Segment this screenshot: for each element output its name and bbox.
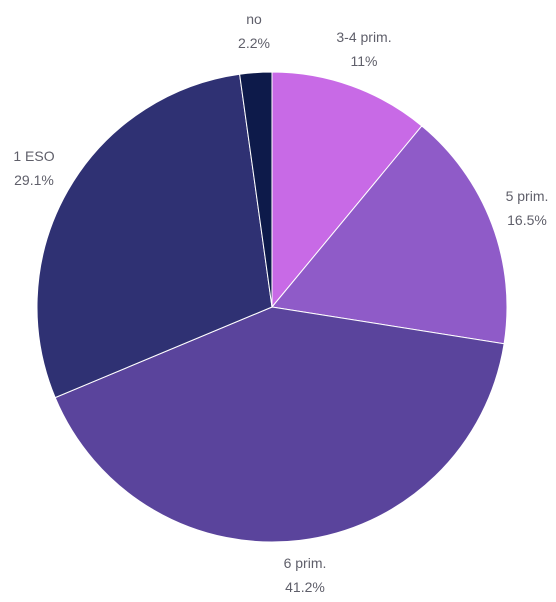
slice-value-label: 29.1% (14, 172, 54, 188)
pie-slice-no (239, 71, 273, 308)
slices-layer (36, 71, 508, 543)
slice-value-label: 16.5% (507, 212, 547, 228)
slice-label: 6 prim. (284, 555, 327, 571)
slice-value-label: 11% (351, 53, 378, 69)
slice-label: no (246, 11, 262, 27)
slice-value-label: 2.2% (238, 35, 270, 51)
pie-slice-6-prim (54, 306, 505, 543)
pie-slice-1-eso (36, 73, 273, 399)
slice-label: 5 prim. (506, 188, 549, 204)
slice-label: 3-4 prim. (336, 29, 391, 45)
pie-slice-5-prim (271, 125, 508, 345)
labels-layer: 3-4 prim. 11% 5 prim. 16.5% 6 prim. 41.2% 1 ES… (13, 11, 548, 595)
slice-label: 1 ESO (13, 148, 54, 164)
pie-slice-3-4-prim (271, 71, 423, 309)
slice-value-label: 41.2% (285, 579, 325, 595)
